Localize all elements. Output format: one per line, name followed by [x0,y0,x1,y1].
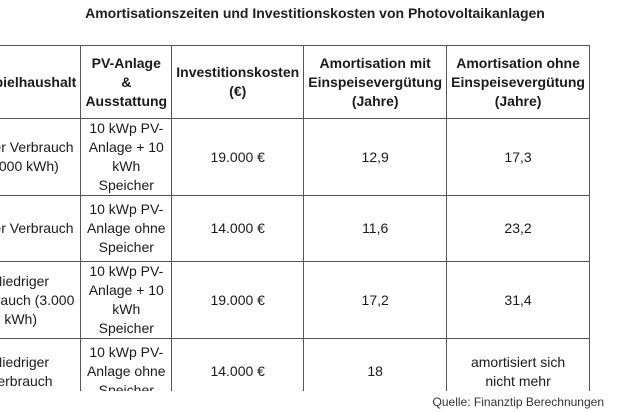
amortization-table: Beispielhaushalt PV-Anlage & Ausstattung… [0,45,590,391]
cell-with-feed-in: 12,9 [303,118,448,196]
cell-household: Niedriger Verbrauch (3.000 kWh) [0,261,82,339]
cell-cost: 14.000 € [171,338,305,391]
cell-system: 10 kWp PV- Anlage ohne Speicher [80,195,173,262]
table-row: Niedriger Verbrauch (3.000 kWh) 10 kWp P… [0,261,590,339]
cell-cost: 19.000 € [171,261,305,339]
column-header-with-feed-in: Amortisation mit Einspeisevergütung (Jah… [303,45,448,119]
cell-household: Hoher Verbrauch [0,195,82,262]
table-row: Hoher Verbrauch (6.000 kWh) 10 kWp PV- A… [0,118,590,196]
column-header-without-feed-in: Amortisation ohne Einspeisevergütung (Ja… [446,45,590,119]
table-header-row: Beispielhaushalt PV-Anlage & Ausstattung… [0,45,590,119]
cell-household: Niedriger Verbrauch [0,338,82,391]
cell-cost: 19.000 € [171,118,305,196]
cell-system: 10 kWp PV- Anlage ohne Speicher [80,338,173,391]
cell-with-feed-in: 11,6 [303,195,448,262]
table-row: Niedriger Verbrauch 10 kWp PV- Anlage oh… [0,338,590,391]
column-header-system: PV-Anlage & Ausstattung [80,45,173,119]
cell-without-feed-in: 23,2 [446,195,590,262]
cell-without-feed-in: amortisiert sich nicht mehr [446,338,590,391]
cell-system: 10 kWp PV- Anlage + 10 kWh Speicher [80,118,173,196]
cell-without-feed-in: 31,4 [446,261,590,339]
cell-system: 10 kWp PV- Anlage + 10 kWh Speicher [80,261,173,339]
table-viewport: Beispielhaushalt PV-Anlage & Ausstattung… [0,45,630,391]
cell-with-feed-in: 17,2 [303,261,448,339]
cell-without-feed-in: 17,3 [446,118,590,196]
source-note: Quelle: Finanztip Berechnungen [432,395,604,409]
cell-with-feed-in: 18 [303,338,448,391]
column-header-household: Beispielhaushalt [0,45,82,119]
table-row: Hoher Verbrauch 10 kWp PV- Anlage ohne S… [0,195,590,262]
cell-cost: 14.000 € [171,195,305,262]
cell-household: Hoher Verbrauch (6.000 kWh) [0,118,82,196]
page-title: Amortisationszeiten und Investitionskost… [85,5,545,21]
column-header-cost: Investitionskosten (€) [171,45,305,119]
